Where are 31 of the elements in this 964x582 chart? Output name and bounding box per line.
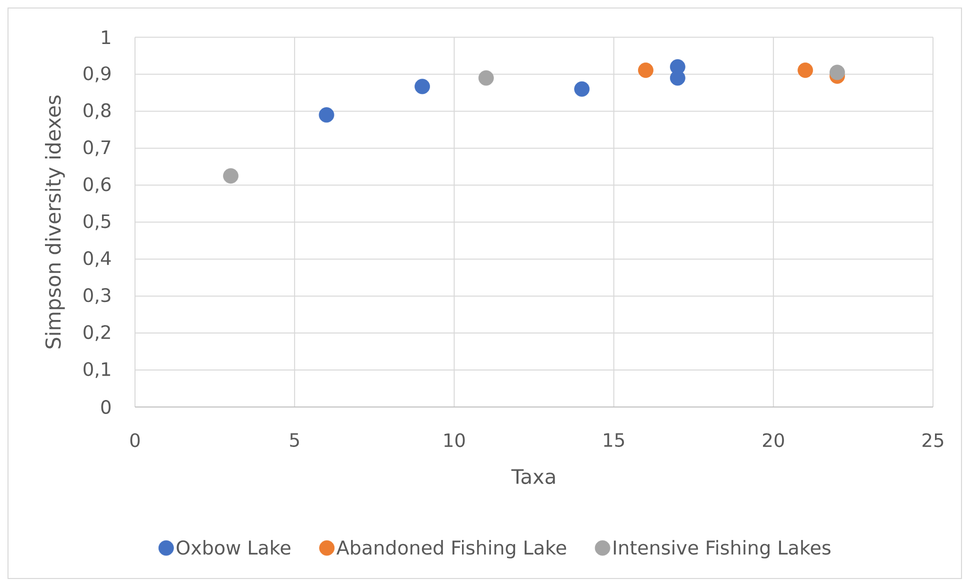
point: [318, 107, 334, 123]
x-tick-label: 20: [762, 433, 784, 448]
point: [223, 168, 238, 184]
point: [478, 70, 494, 86]
point: [798, 62, 814, 78]
point: [574, 81, 590, 97]
x-axis-title: Taxa: [511, 469, 555, 484]
y-tick-label: 0,3: [84, 288, 110, 304]
y-tick-label: 0: [101, 400, 111, 414]
y-tick-label: 0,1: [84, 362, 110, 378]
y-tick-label: 0,4: [84, 251, 111, 268]
y-tick-label: 0,5: [84, 214, 110, 230]
point: [830, 64, 845, 80]
y-tick-label: 0,2: [84, 325, 110, 341]
legend-label: Abandoned Fishing Lake: [336, 540, 566, 558]
point: [638, 62, 654, 78]
point: [414, 78, 430, 94]
y-tick-label: 0,9: [84, 66, 111, 82]
legend-label: Intensive Fishing Lakes: [614, 540, 830, 558]
x-tick-label: 5: [290, 433, 299, 447]
point: [670, 70, 686, 86]
y-tick-label: 0,6: [84, 177, 111, 194]
y-tick-label: 1: [102, 30, 110, 44]
x-tick-label: 25: [922, 433, 944, 448]
legend-label: Oxbow Lake: [176, 540, 290, 555]
x-tick-label: 10: [444, 433, 465, 448]
y-tick-label: 0,7: [84, 140, 110, 156]
x-tick-label: 0: [130, 433, 140, 448]
x-tick-label: 15: [604, 433, 624, 447]
y-axis-title: Simpson diversity idexes: [44, 96, 65, 348]
y-tick-label: 0,8: [84, 103, 111, 120]
